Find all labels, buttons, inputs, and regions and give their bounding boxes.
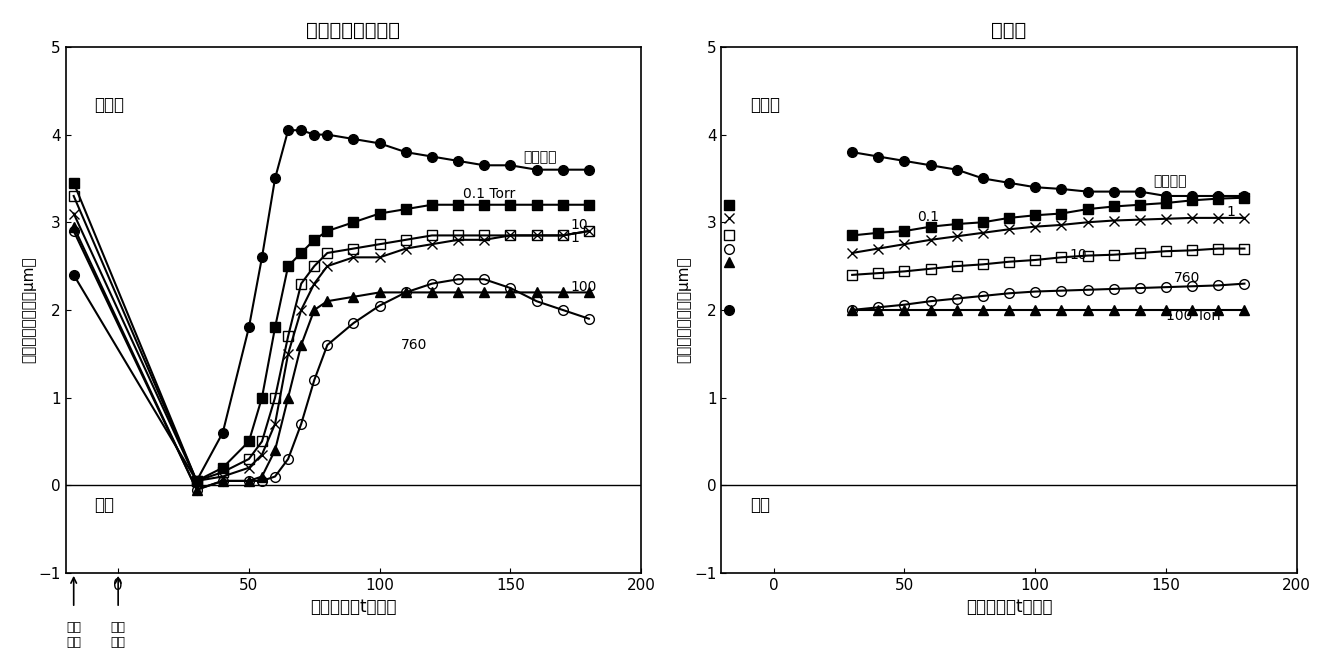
Text: 引張り: 引張り (750, 96, 781, 114)
Text: 0.1: 0.1 (918, 209, 939, 223)
Text: 0.1 Torr: 0.1 Torr (464, 187, 515, 201)
X-axis label: 浸漬時間　t（秒）: 浸漬時間 t（秒） (310, 598, 397, 616)
Text: 100 Torr: 100 Torr (1166, 310, 1223, 324)
Text: 100: 100 (570, 280, 597, 294)
Text: 圧縮: 圧縮 (95, 496, 115, 514)
Text: 10: 10 (570, 218, 589, 232)
Text: 乾燥なし: 乾燥なし (523, 150, 557, 164)
Title: アルカリ水溶液中: アルカリ水溶液中 (306, 21, 401, 40)
Text: 760: 760 (1173, 271, 1200, 285)
Y-axis label: 高分子膜の歪み（μm）: 高分子膜の歪み（μm） (677, 257, 691, 363)
Title: 純水中: 純水中 (991, 21, 1027, 40)
Y-axis label: 高分子膜の歪み（μm）: 高分子膜の歪み（μm） (21, 257, 36, 363)
Text: 圧縮: 圧縮 (750, 496, 770, 514)
Text: 成膜
直後: 成膜 直後 (67, 621, 81, 649)
Text: 1: 1 (570, 231, 579, 245)
Text: 10: 10 (1070, 248, 1087, 262)
Text: 引張り: 引張り (95, 96, 125, 114)
Text: 1: 1 (1227, 205, 1235, 219)
Text: 乾燥
開始: 乾燥 開始 (111, 621, 125, 649)
X-axis label: 浸漬時間　t（秒）: 浸漬時間 t（秒） (966, 598, 1052, 616)
Text: 乾燥なし: 乾燥なし (1154, 175, 1187, 189)
Text: 760: 760 (401, 339, 428, 353)
